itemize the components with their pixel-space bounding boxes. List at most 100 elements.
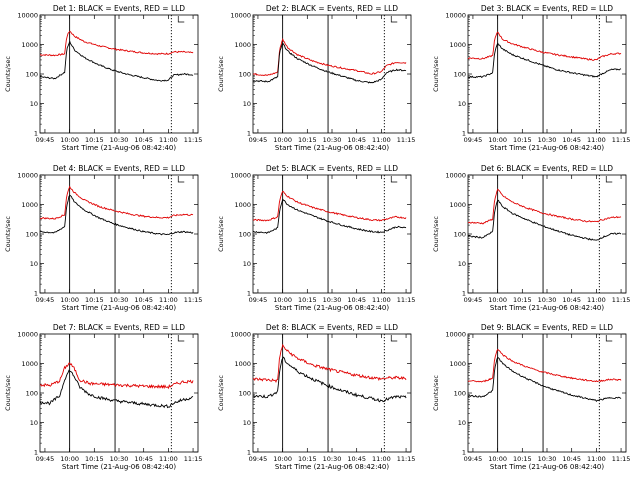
x-tick-label: 10:15 [85,455,104,463]
y-tick-label: 1 [462,130,466,138]
corner-marker [605,16,613,23]
series-lld-line [39,30,194,57]
series-events-line [467,41,622,79]
x-tick-label: 10:00 [273,136,292,144]
y-axis-label: Counts/sec [217,56,225,92]
x-tick-label: 09:45 [249,296,268,304]
series-events-line [252,356,407,403]
y-tick-label: 1000 [21,360,38,368]
y-tick-label: 10 [458,260,466,268]
x-tick-label: 10:00 [60,136,79,144]
x-tick-label: 10:30 [538,455,557,463]
plot-frame [39,14,199,134]
corner-marker [177,16,185,23]
x-axis-label: Start Time (21-Aug-06 08:42:40) [275,463,389,471]
y-tick-label: 10000 [445,12,466,20]
y-axis-label: Counts/sec [432,56,440,92]
x-tick-label: 09:45 [464,296,483,304]
y-tick-label: 10000 [230,12,251,20]
x-tick-label: 11:00 [587,455,606,463]
series-lld-line [39,185,194,220]
x-tick-label: 10:30 [110,455,129,463]
y-tick-label: 10 [458,419,466,427]
y-tick-label: 100 [454,390,466,398]
y-tick-label: 1000 [449,201,466,209]
x-tick-label: 10:45 [562,136,581,144]
x-axis-label: Start Time (21-Aug-06 08:42:40) [490,304,604,312]
plot-frame [252,14,412,134]
x-tick-label: 10:00 [488,296,507,304]
series-lld-line [39,362,194,390]
x-tick-label: 11:15 [612,136,631,144]
y-tick-label: 10 [243,260,251,268]
panel-det-4: Det 4: BLACK = Events, RED = LLD 1 10 100 10… [4,164,202,312]
y-tick-label: 100 [26,231,38,239]
y-tick-label: 1000 [234,41,251,49]
x-tick-label: 11:00 [372,455,391,463]
x-tick-label: 09:45 [249,455,268,463]
x-tick-label: 10:45 [347,455,366,463]
x-tick-label: 11:00 [587,296,606,304]
x-tick-label: 10:30 [110,136,129,144]
plot-frame [39,333,199,453]
corner-marker [390,16,398,23]
x-axis-label: Start Time (21-Aug-06 08:42:40) [62,304,176,312]
y-axis-label: Counts/sec [4,56,12,92]
panel-det-2: Det 2: BLACK = Events, RED = LLD 1 10 100 10… [217,4,415,152]
panel-title: Det 1: BLACK = Events, RED = LLD [53,4,185,13]
x-tick-label: 11:15 [397,296,416,304]
x-tick-label: 10:30 [538,296,557,304]
x-tick-label: 10:45 [134,455,153,463]
series-events-line [252,197,407,234]
y-tick-label: 10000 [445,172,466,180]
panel-title: Det 4: BLACK = Events, RED = LLD [53,164,185,173]
y-tick-label: 1000 [21,201,38,209]
x-tick-label: 10:00 [273,455,292,463]
x-tick-label: 11:15 [184,136,203,144]
y-tick-label: 1000 [449,360,466,368]
panel-title: Det 8: BLACK = Events, RED = LLD [266,323,398,332]
y-tick-label: 10 [243,419,251,427]
x-tick-label: 10:30 [323,136,342,144]
x-tick-label: 10:15 [513,296,532,304]
x-tick-label: 10:30 [323,296,342,304]
x-tick-label: 10:45 [562,455,581,463]
x-tick-label: 10:00 [60,455,79,463]
y-axis-label: Counts/sec [432,375,440,411]
y-tick-label: 1 [34,130,38,138]
x-axis-label: Start Time (21-Aug-06 08:42:40) [490,463,604,471]
y-tick-label: 1 [34,290,38,298]
panel-title: Det 9: BLACK = Events, RED = LLD [481,323,613,332]
x-tick-label: 09:45 [36,455,55,463]
x-axis-label: Start Time (21-Aug-06 08:42:40) [62,463,176,471]
x-tick-label: 10:00 [488,455,507,463]
y-tick-label: 100 [454,71,466,79]
x-tick-label: 11:00 [159,455,178,463]
panel-det-3: Det 3: BLACK = Events, RED = LLD 1 10 100 10… [432,4,630,152]
series-lld-line [252,343,407,383]
y-tick-label: 1 [247,130,251,138]
corner-marker [390,176,398,183]
y-tick-label: 1000 [234,201,251,209]
y-axis-label: Counts/sec [4,216,12,252]
x-tick-label: 10:15 [298,296,317,304]
y-tick-label: 10 [30,419,38,427]
y-tick-label: 1000 [234,360,251,368]
corner-marker [605,335,613,342]
x-tick-label: 10:15 [298,136,317,144]
x-tick-label: 10:45 [347,136,366,144]
y-tick-label: 10000 [17,172,38,180]
y-tick-label: 10 [30,100,38,108]
y-axis-label: Counts/sec [432,216,440,252]
x-tick-label: 10:45 [134,296,153,304]
y-tick-label: 1000 [449,41,466,49]
panel-title: Det 6: BLACK = Events, RED = LLD [481,164,613,173]
corner-marker [390,335,398,342]
x-tick-label: 10:00 [488,136,507,144]
x-tick-label: 10:15 [85,136,104,144]
x-tick-label: 10:00 [273,296,292,304]
x-tick-label: 11:15 [612,296,631,304]
y-tick-label: 10000 [17,12,38,20]
x-tick-label: 11:00 [372,296,391,304]
